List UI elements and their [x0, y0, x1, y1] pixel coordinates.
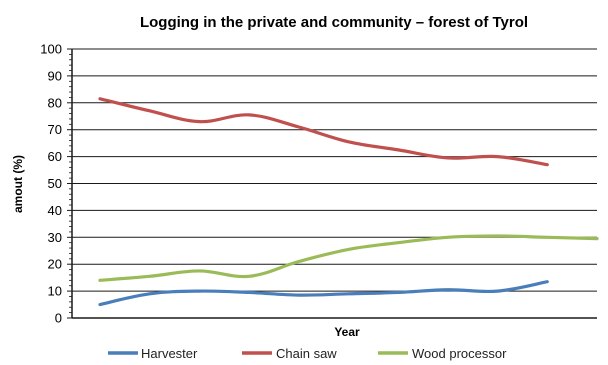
series-line-wood-processor: [98, 234, 599, 282]
y-tick-label: 100: [40, 42, 62, 57]
y-tick-label: 50: [48, 176, 62, 191]
legend: Harvester Chain saw Wood processor: [108, 346, 507, 361]
y-tick-label: 90: [48, 68, 62, 83]
legend-label-wood-processor: Wood processor: [412, 346, 507, 361]
y-tick-label: 20: [48, 257, 62, 272]
y-tick-labels: 0 10 20 30 40 50 60 70 80 90 100: [40, 42, 62, 326]
y-tick-label: 10: [48, 284, 62, 299]
legend-label-chain-saw: Chain saw: [276, 346, 337, 361]
y-tick-label: 0: [55, 311, 62, 326]
y-tick-label: 80: [48, 95, 62, 110]
chart-title: Logging in the private and community – f…: [140, 14, 528, 31]
y-tick-label: 30: [48, 230, 62, 245]
y-tick-label: 40: [48, 203, 62, 218]
legend-label-harvester: Harvester: [141, 346, 198, 361]
y-axis-label: amout (%): [11, 155, 25, 213]
y-tick-label: 70: [48, 122, 62, 137]
axes: [67, 48, 597, 319]
x-axis-label: Year: [334, 325, 360, 339]
series-line-harvester: [98, 280, 549, 307]
series-line-chain-saw: [98, 97, 549, 167]
gridlines: [72, 48, 597, 292]
series-lines: [98, 97, 599, 307]
y-tick-label: 60: [48, 149, 62, 164]
